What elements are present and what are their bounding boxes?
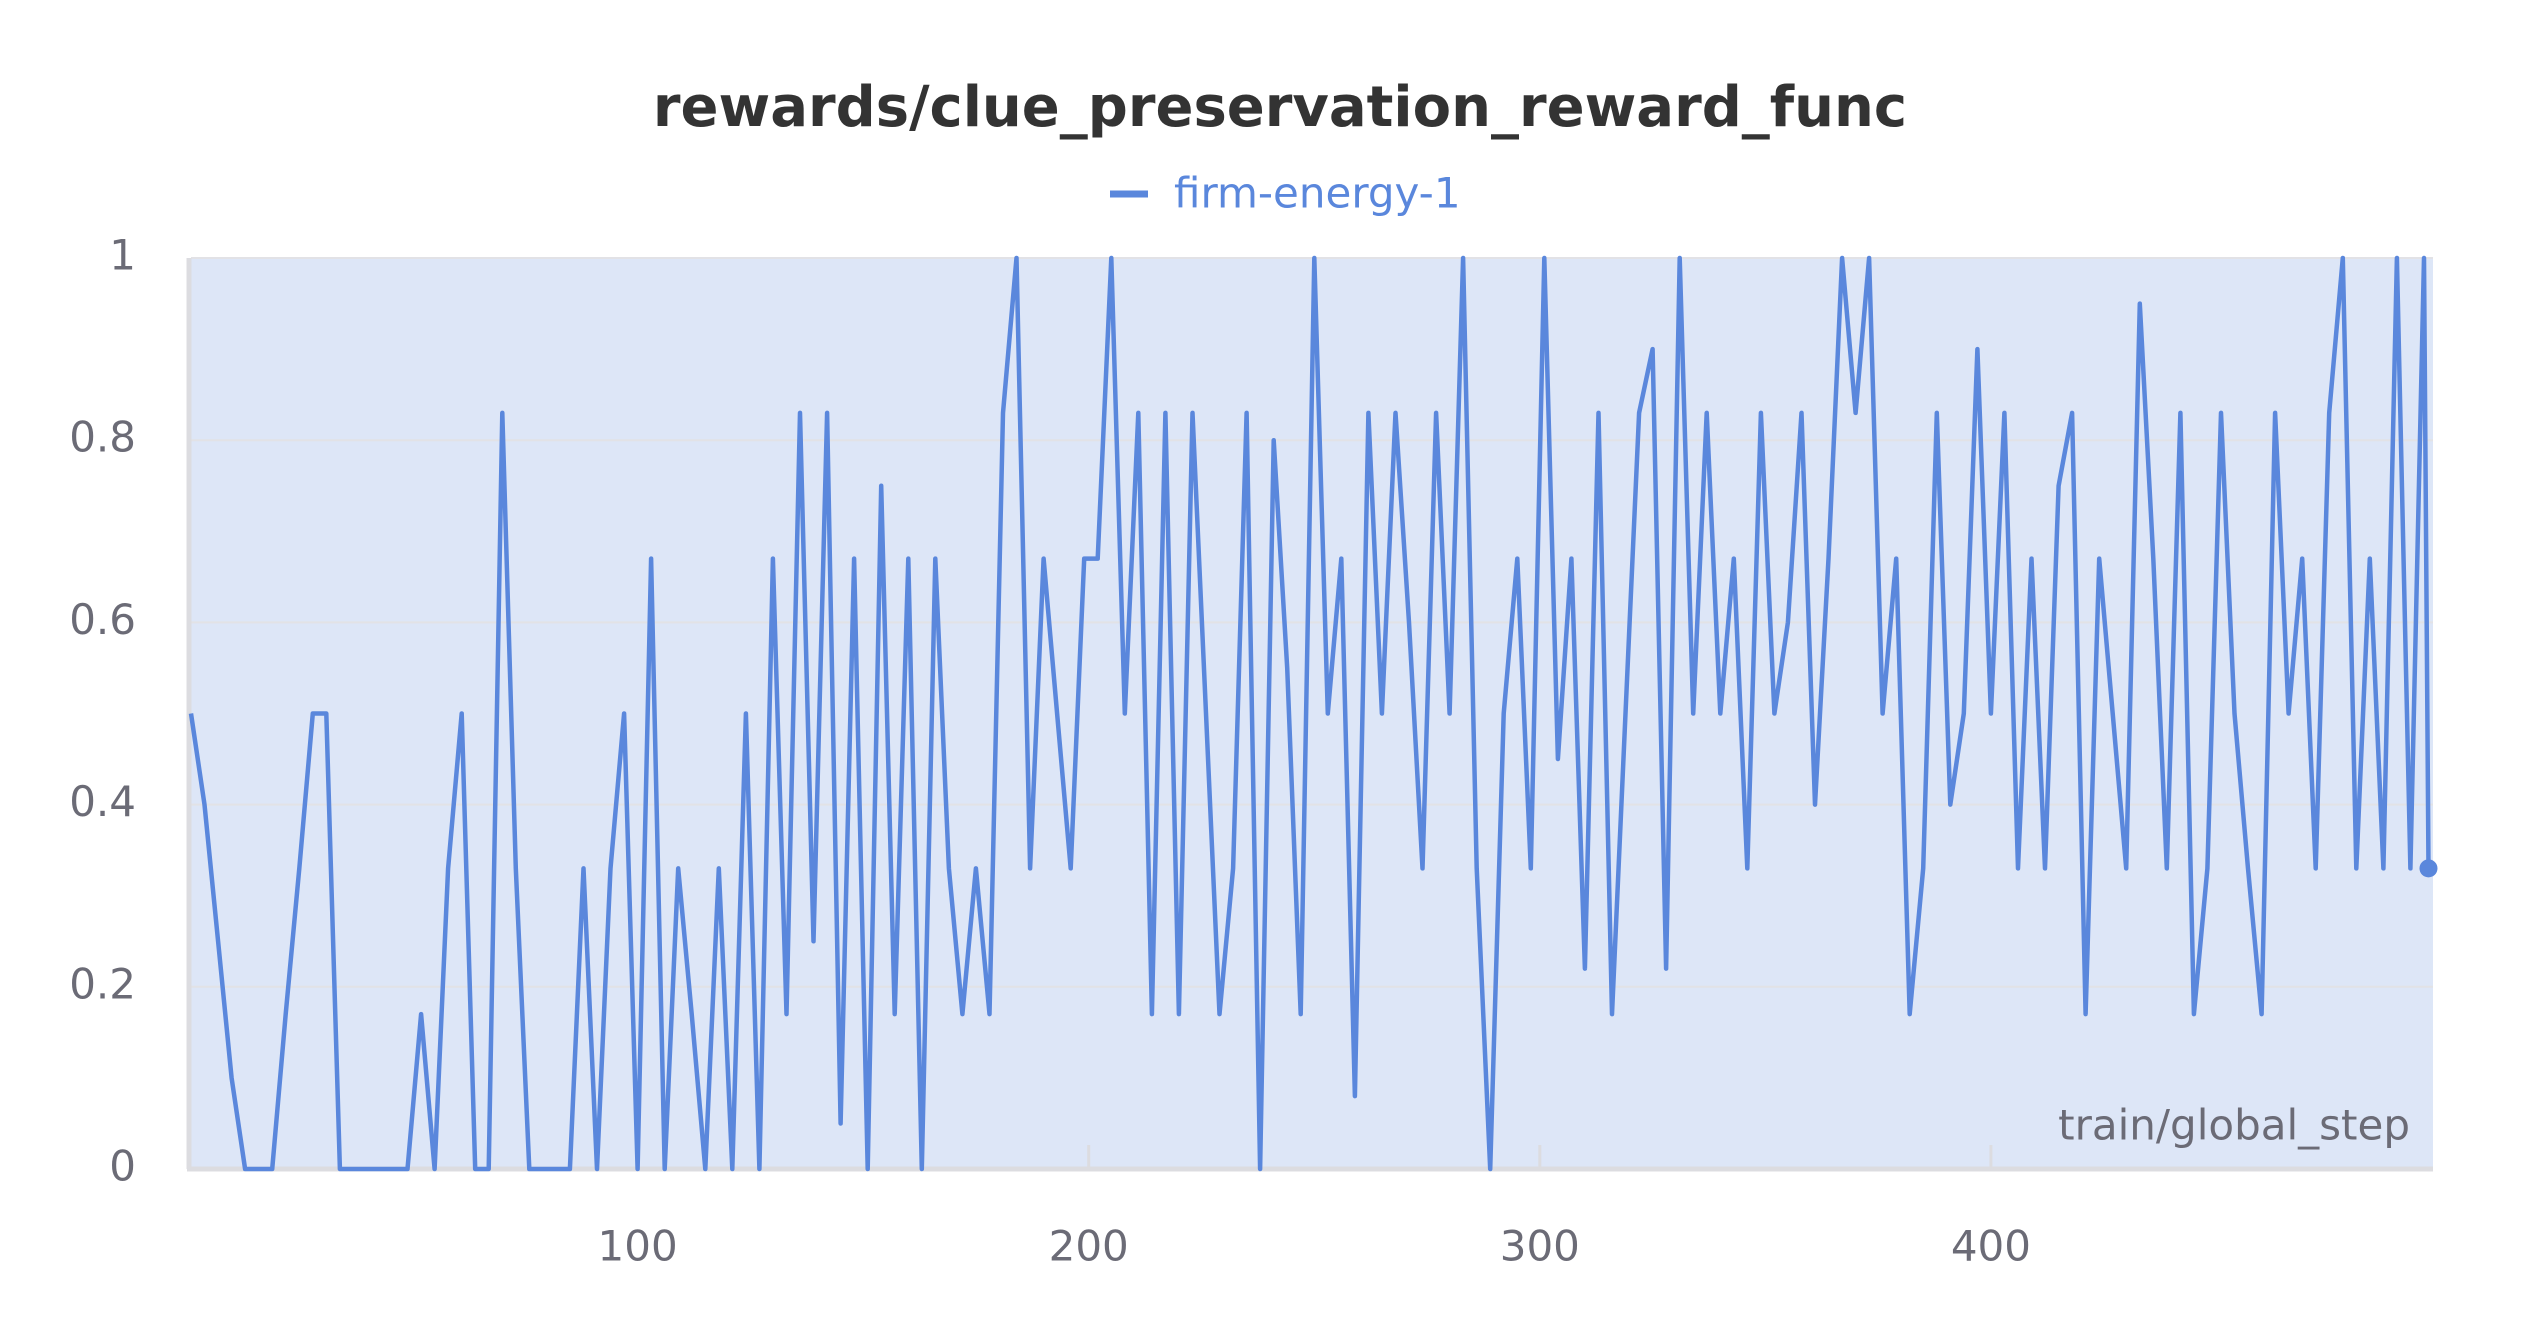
x-tick-label: 400	[1951, 1222, 2031, 1271]
y-tick-label: 0.2	[69, 959, 136, 1008]
y-tick-label: 0.4	[69, 777, 136, 826]
x-tick-label: 300	[1500, 1222, 1580, 1271]
y-tick-label: 1	[109, 231, 136, 280]
x-tick-label: 200	[1049, 1222, 1129, 1271]
y-tick-label: 0	[109, 1142, 136, 1191]
last-point	[2419, 859, 2438, 878]
x-axis-label: train/global_step	[2058, 1101, 2410, 1150]
legend-label: firm-energy-1	[1174, 169, 1461, 218]
y-tick-label: 0.8	[69, 413, 136, 462]
series-line	[188, 255, 2431, 1172]
x-tick-label: 100	[598, 1222, 678, 1271]
chart-title: rewards/clue_preservation_reward_func	[653, 75, 1907, 140]
y-tick-label: 0.6	[69, 595, 136, 644]
